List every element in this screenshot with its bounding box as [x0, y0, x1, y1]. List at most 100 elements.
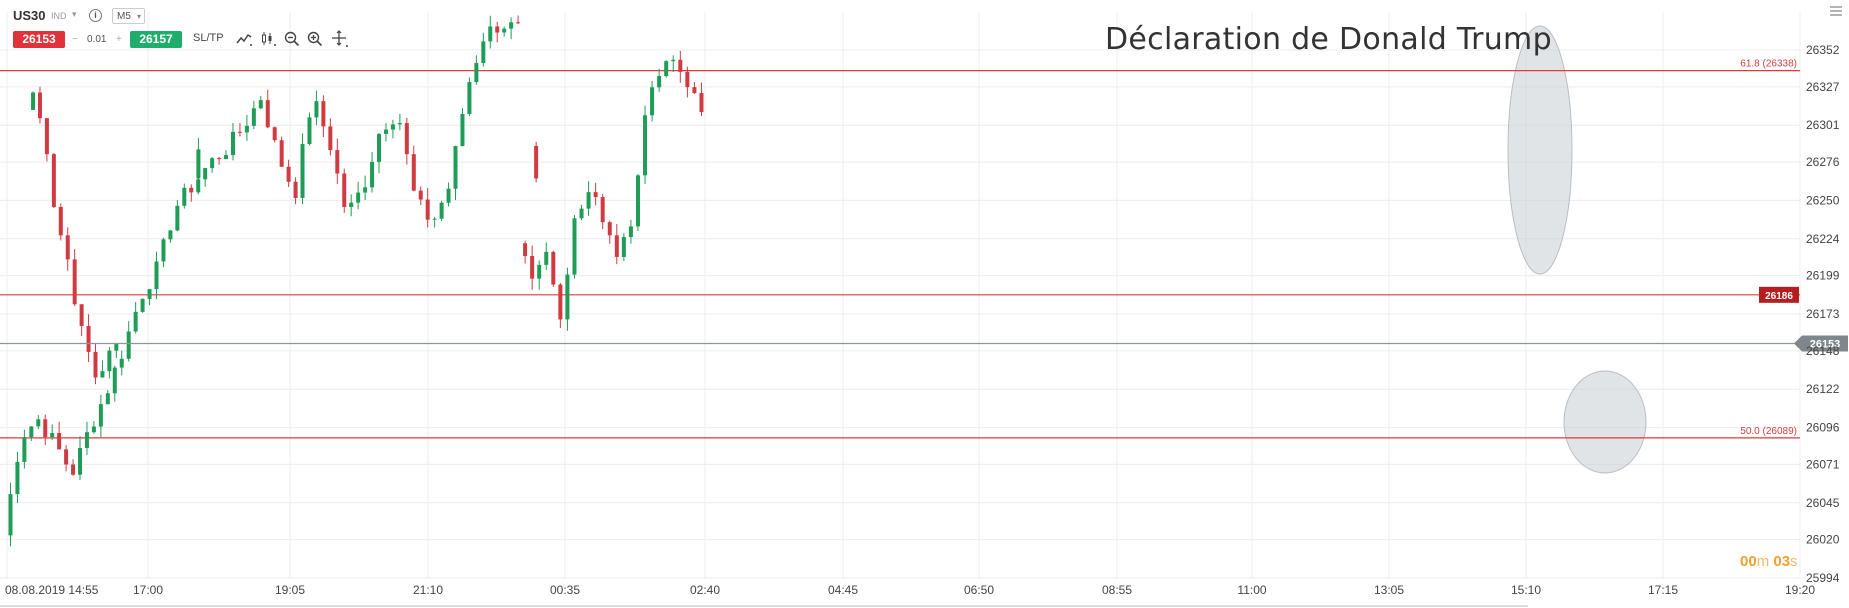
timeframe-select[interactable]: M5 ▾: [112, 8, 145, 24]
zoom-out-icon[interactable]: [283, 30, 301, 48]
candle-bull: [244, 125, 249, 133]
candle-bear: [411, 154, 416, 191]
candle-bear: [44, 118, 49, 155]
candle-bear: [279, 140, 284, 167]
candle-bull: [258, 100, 263, 109]
x-tick-label: 04:45: [828, 583, 858, 597]
chevron-down-icon[interactable]: ▾: [72, 9, 77, 19]
y-tick-label: 26096: [1806, 421, 1840, 435]
symbol-label[interactable]: US30: [13, 8, 46, 23]
highlight-ellipse-top: [1507, 25, 1573, 275]
horizontal-levels[interactable]: 61.8 (26338) 26186 50.0 (26089): [0, 59, 1800, 439]
quantity-value[interactable]: 0.01: [87, 34, 107, 45]
y-axis[interactable]: 26352 26327 26301 26276 26250 26224 26199 26173…: [1806, 43, 1840, 585]
candle-bull: [230, 131, 235, 156]
candle-bull: [628, 226, 633, 238]
y-tick-label: 26122: [1806, 382, 1840, 396]
candle-bull: [29, 426, 34, 438]
x-tick-label: 08:55: [1102, 583, 1132, 597]
chevron-down-icon: ▾: [136, 12, 141, 21]
candle-bull: [474, 63, 479, 83]
candle-bull: [370, 161, 375, 188]
candle-bull: [586, 192, 591, 209]
candle-bear: [71, 464, 76, 475]
candle-bear: [699, 93, 704, 113]
candle-bull: [147, 289, 152, 299]
chart-toolbar: US30 IND ▾ i M5 ▾ 26153 − 0.01 + 26157 SL…: [0, 0, 360, 52]
candle-bear: [678, 59, 683, 72]
level-label: 50.0 (26089): [1740, 426, 1797, 437]
candle-bull: [182, 187, 187, 206]
candle-bull: [635, 175, 640, 227]
info-icon[interactable]: i: [89, 9, 102, 22]
y-tick-label: 26045: [1806, 496, 1840, 510]
candle-bull: [314, 101, 319, 118]
candle-bull: [8, 494, 13, 536]
buy-button[interactable]: 26157: [130, 31, 182, 48]
candle-bear: [516, 22, 521, 24]
candlestick-settings-icon[interactable]: [260, 30, 278, 48]
x-tick-label: 06:50: [964, 583, 994, 597]
quantity-increase-button[interactable]: +: [116, 34, 122, 45]
candle-bull: [133, 311, 138, 332]
annotation-title: Déclaration de Donald Trump: [1105, 22, 1552, 57]
level-badge: [1759, 286, 1799, 303]
candle-bull: [107, 350, 112, 372]
bar-countdown: 00m 03s: [1740, 553, 1798, 570]
candle-bear: [551, 251, 556, 285]
x-axis[interactable]: 08.08.2019 14:55 17:00 19:05 21:10 00:35 02:4…: [0, 583, 1815, 607]
menu-icon[interactable]: [1830, 6, 1842, 16]
candle-bull: [50, 433, 55, 438]
line-chart-icon[interactable]: [235, 30, 253, 48]
candle-bear: [57, 433, 62, 450]
x-tick-label: 17:15: [1648, 583, 1678, 597]
candle-bull: [114, 343, 119, 351]
candle-bull: [544, 251, 549, 265]
level-label: 61.8 (26338): [1740, 59, 1797, 70]
sltp-button[interactable]: SL/TP: [193, 32, 224, 44]
y-tick-label: 26250: [1806, 193, 1840, 207]
crosshair-icon[interactable]: [331, 30, 349, 48]
candle-bear: [335, 150, 340, 174]
candle-bear: [534, 145, 539, 179]
x-tick-label: 21:10: [413, 583, 443, 597]
candle-bear: [43, 419, 48, 438]
candle-bear: [404, 123, 409, 155]
candle-bull: [460, 114, 465, 147]
candle-bear: [328, 126, 333, 151]
candle-bull: [671, 59, 676, 62]
candle-bull: [126, 331, 131, 359]
candle-bull: [168, 230, 173, 240]
quantity-decrease-button[interactable]: −: [72, 34, 78, 45]
x-tick-label: 15:10: [1511, 583, 1541, 597]
candle-bull: [643, 115, 648, 176]
zoom-in-icon[interactable]: [306, 30, 324, 48]
current-price-line: 26153: [0, 335, 1848, 352]
candle-bear: [217, 158, 222, 160]
candle-bull: [100, 371, 105, 378]
x-tick-label: 13:05: [1374, 583, 1404, 597]
candle-bull: [36, 419, 41, 427]
candle-bear: [685, 71, 690, 88]
candle-bull: [502, 28, 507, 33]
candle-bull: [119, 358, 124, 368]
candle-bull: [579, 208, 584, 219]
candle-bear: [51, 154, 56, 207]
candle-bull: [467, 82, 472, 115]
candle-bear: [692, 87, 697, 94]
quantity-stepper[interactable]: − 0.01 +: [70, 32, 134, 47]
candle-bear: [265, 100, 270, 128]
candle-bear: [425, 199, 430, 220]
candle-bull: [105, 393, 110, 405]
candle-bear: [237, 131, 242, 133]
highlight-ellipse-bottom: [1563, 370, 1647, 474]
candle-bear: [93, 351, 98, 378]
y-tick-label: 26173: [1806, 307, 1840, 321]
sell-button[interactable]: 26153: [13, 31, 65, 48]
candle-bull: [349, 202, 354, 207]
candle-bull: [22, 437, 27, 462]
candle-bear: [293, 181, 298, 198]
candle-bull: [112, 367, 117, 394]
candle-bull: [488, 26, 493, 42]
